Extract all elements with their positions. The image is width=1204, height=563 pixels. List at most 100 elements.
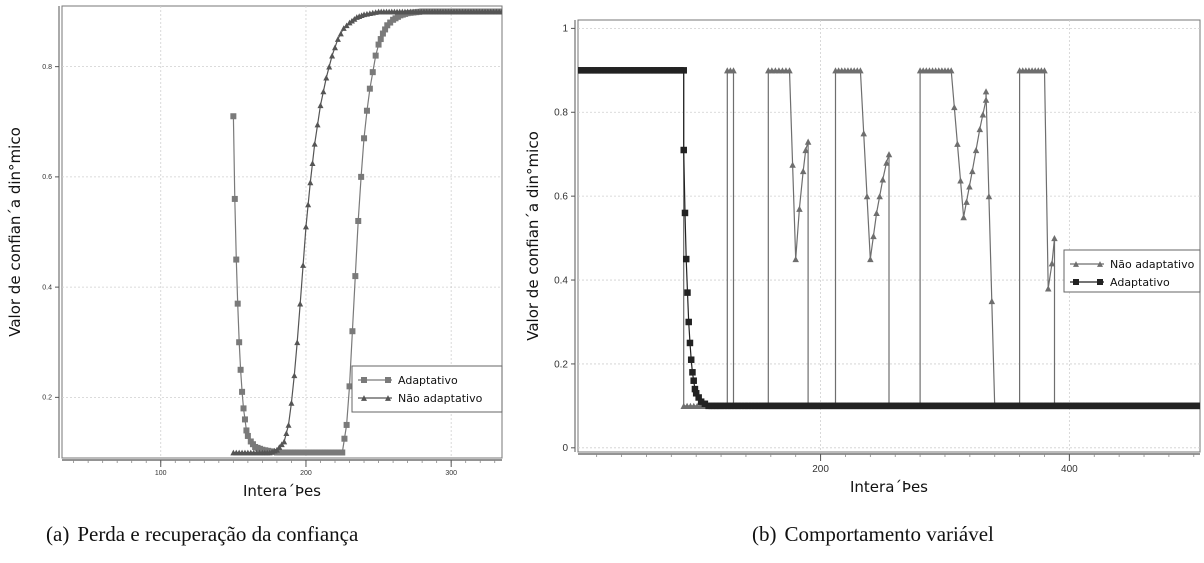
- data-point: [314, 121, 321, 128]
- y-tick-label: 0.6: [42, 174, 52, 181]
- data-point: [695, 394, 702, 401]
- data-point: [687, 356, 695, 363]
- data-point: [1082, 402, 1089, 410]
- data-point: [768, 402, 775, 410]
- data-point: [244, 432, 251, 439]
- data-point: [990, 402, 998, 410]
- x-tick-label: 400: [1061, 464, 1078, 475]
- data-point: [692, 390, 700, 397]
- data-point: [879, 402, 887, 410]
- data-point: [1010, 402, 1017, 410]
- legend-box: [351, 365, 503, 413]
- data-point: [982, 88, 990, 95]
- legend-label: Adaptativo: [1110, 276, 1170, 289]
- y-axis: 0.2 0.4 0.6 0.8: [42, 6, 60, 458]
- grid: [578, 20, 1200, 452]
- data-point: [846, 402, 854, 410]
- data-point: [647, 67, 654, 74]
- data-point: [961, 402, 968, 410]
- data-point: [741, 402, 749, 410]
- data-point: [660, 67, 668, 74]
- series-adaptativo: [578, 67, 1200, 410]
- data-point: [1108, 402, 1116, 410]
- data-point: [882, 402, 890, 410]
- data-point: [332, 44, 339, 51]
- data-point: [578, 67, 585, 74]
- data-point: [1151, 402, 1158, 410]
- data-point: [912, 402, 919, 410]
- data-point: [833, 402, 841, 410]
- data-point: [971, 402, 978, 410]
- data-point: [640, 67, 648, 74]
- data-point: [799, 167, 807, 175]
- data-point: [621, 67, 628, 74]
- data-point: [341, 435, 348, 442]
- data-point: [358, 173, 365, 180]
- data-point: [240, 405, 247, 412]
- data-point: [637, 67, 645, 74]
- data-point: [1039, 402, 1047, 410]
- caption-a: (a) Perda e recuperação da confiança: [46, 522, 358, 547]
- data-point: [859, 402, 867, 410]
- data-point: [988, 297, 996, 305]
- data-point: [1170, 402, 1178, 410]
- data-point: [241, 416, 248, 423]
- data-point: [827, 402, 834, 410]
- legend-item: Não adaptativo: [358, 392, 483, 405]
- legend-box: [1063, 249, 1201, 293]
- data-point: [584, 67, 592, 74]
- data-point: [634, 67, 641, 74]
- data-point: [856, 402, 864, 410]
- data-point: [283, 430, 290, 437]
- data-point: [1138, 402, 1145, 410]
- data-point: [1180, 402, 1187, 410]
- data-point: [375, 41, 382, 48]
- data-point: [281, 438, 288, 445]
- figure: 100 200 300 0.2 0.4 0.6 0.8 Intera´Þes Valor de …: [6, 5, 1201, 500]
- data-point: [947, 67, 955, 74]
- data-point: [1000, 402, 1008, 410]
- data-point: [957, 177, 964, 184]
- data-point: [794, 402, 801, 410]
- data-point: [346, 383, 353, 390]
- data-point: [823, 402, 831, 410]
- legend-label: Não adaptativo: [398, 392, 483, 405]
- data-point: [738, 402, 745, 410]
- data-point: [954, 402, 962, 410]
- data-point: [1048, 260, 1056, 267]
- legend: Não adaptativo Adaptativo: [1063, 249, 1201, 293]
- data-point: [830, 402, 837, 410]
- data-point: [748, 402, 755, 410]
- data-point: [941, 402, 949, 410]
- data-point: [1115, 402, 1122, 410]
- data-point: [673, 67, 681, 74]
- data-point: [594, 67, 602, 74]
- data-point: [670, 67, 678, 74]
- data-point: [1098, 402, 1106, 410]
- data-point: [581, 67, 588, 74]
- data-point: [617, 67, 625, 74]
- caption-b-text: Comportamento variável: [784, 522, 994, 546]
- data-point: [791, 402, 798, 410]
- legend-item: Adaptativo: [1070, 276, 1170, 289]
- data-point: [326, 63, 333, 70]
- data-point: [611, 67, 618, 74]
- data-point: [974, 402, 981, 410]
- data-point: [587, 67, 595, 74]
- data-point: [1131, 402, 1139, 410]
- data-point: [820, 402, 828, 410]
- data-point: [677, 67, 684, 74]
- data-point: [1003, 402, 1011, 410]
- y-axis-label: Valor de confian´a din°mico: [524, 131, 542, 341]
- x-axis-label: Intera´Þes: [243, 482, 321, 500]
- data-point: [1125, 402, 1132, 410]
- data-point: [902, 402, 909, 410]
- data-point: [967, 402, 975, 410]
- data-point: [1023, 402, 1031, 410]
- data-point: [764, 402, 772, 410]
- data-point: [377, 36, 384, 43]
- x-tick-label: 200: [812, 464, 829, 475]
- data-point: [697, 398, 705, 405]
- legend-marker-start: [361, 395, 367, 401]
- data-point: [690, 377, 697, 384]
